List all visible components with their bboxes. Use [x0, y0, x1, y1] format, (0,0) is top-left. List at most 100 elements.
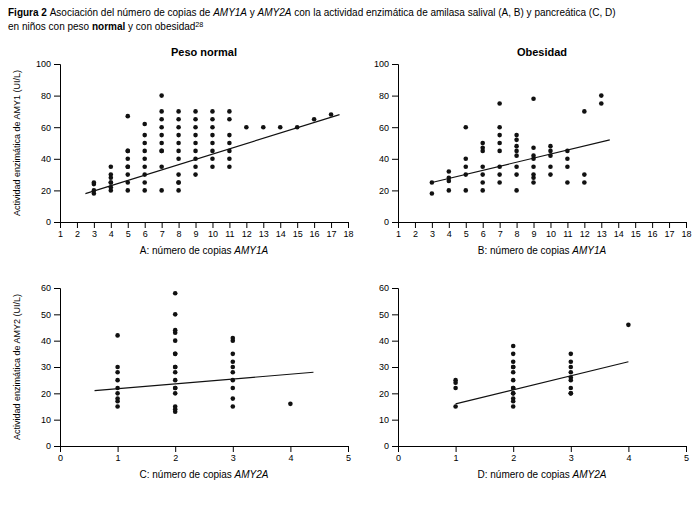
x-tick-mark	[229, 222, 230, 228]
point	[109, 180, 114, 185]
x-tick: 15	[631, 222, 641, 239]
x-tick-label: 17	[327, 229, 337, 239]
panel-title: Peso normal	[171, 46, 237, 58]
point	[231, 404, 236, 409]
point	[176, 172, 181, 177]
y-tick-label: 100	[36, 59, 51, 69]
point	[565, 164, 570, 169]
x-tick: 3	[569, 446, 574, 463]
point	[511, 391, 516, 396]
x-tick-label: 1	[396, 229, 401, 239]
x-tick-label: 11	[563, 229, 572, 239]
y-tick-label: 60	[41, 123, 51, 133]
y-axis: 020406080100	[374, 59, 399, 227]
x-tick-mark	[415, 222, 416, 228]
point	[569, 359, 574, 364]
point	[115, 404, 120, 409]
y-tick-label: 10	[41, 415, 51, 425]
y-tick-label: 20	[379, 389, 389, 399]
point	[142, 157, 147, 162]
y-tick: 40	[41, 336, 60, 346]
point	[176, 188, 181, 193]
x-tick: 9	[532, 222, 537, 239]
point	[176, 180, 181, 185]
caption-run: con la actividad enzimática de amilasa s…	[292, 7, 616, 18]
x-tick: 18	[343, 222, 353, 239]
x-axis-title-part: AMY2A	[572, 469, 607, 480]
y-tick-mark	[392, 314, 398, 315]
y-axis: 0102030405060	[379, 283, 399, 451]
x-tick: 8	[515, 222, 520, 239]
point	[227, 109, 232, 114]
point	[159, 93, 164, 98]
y-tick: 30	[41, 362, 60, 372]
x-tick: 18	[681, 222, 691, 239]
y-tick-mark	[54, 159, 60, 160]
y-tick-label: 0	[384, 441, 389, 451]
x-tick: 1	[454, 446, 459, 463]
point	[176, 141, 181, 146]
x-tick-label: 9	[532, 229, 537, 239]
point	[497, 133, 502, 138]
y-tick: 20	[41, 186, 60, 196]
marks	[85, 93, 339, 196]
x-tick-label: 5	[464, 229, 469, 239]
y-tick-label: 50	[379, 310, 389, 320]
point	[480, 180, 485, 185]
x-tick-mark	[571, 446, 572, 452]
x-tick: 14	[614, 222, 624, 239]
x-axis-line	[399, 223, 687, 229]
point	[115, 391, 120, 396]
point	[115, 365, 120, 370]
x-tick: 4	[447, 222, 452, 239]
y-tick: 20	[41, 389, 60, 399]
y-tick-label: 20	[379, 186, 389, 196]
x-tick: 5	[346, 446, 351, 463]
x-tick: 1	[116, 446, 121, 463]
point	[210, 157, 215, 162]
point	[125, 149, 130, 154]
panel: 123456789101112131415161718020406080100P…	[12, 46, 354, 256]
point	[531, 164, 536, 169]
y-tick: 60	[379, 123, 398, 133]
y-tick-label: 60	[41, 283, 51, 293]
point	[463, 157, 468, 162]
point	[176, 117, 181, 122]
point	[531, 180, 536, 185]
point	[193, 133, 198, 138]
point	[548, 164, 553, 169]
x-tick: 2	[173, 446, 178, 463]
point	[159, 109, 164, 114]
x-tick-mark	[432, 222, 433, 228]
point	[173, 370, 178, 375]
point	[548, 144, 553, 149]
x-tick-label: 0	[396, 453, 401, 463]
x-axis: 012345	[58, 446, 351, 463]
caption-run: Asociación del número de copias de	[50, 7, 213, 18]
marks	[95, 291, 314, 414]
point	[497, 172, 502, 177]
y-tick: 0	[384, 441, 398, 451]
x-tick: 5	[684, 446, 689, 463]
x-tick-mark	[669, 222, 670, 228]
marks	[430, 93, 610, 196]
point	[173, 330, 178, 335]
caption-run: y con obesidad	[125, 21, 195, 32]
point	[497, 180, 502, 185]
point	[231, 396, 236, 401]
point	[125, 172, 130, 177]
x-tick-label: 18	[343, 229, 353, 239]
x-tick-label: 18	[681, 229, 691, 239]
point	[548, 172, 553, 177]
caption-run: AMY1A	[212, 7, 247, 18]
point	[173, 365, 178, 370]
x-tick-mark	[111, 222, 112, 228]
point	[173, 352, 178, 357]
caption-line: Figura 2 Asociación del número de copias…	[8, 7, 616, 18]
point	[582, 109, 587, 114]
x-tick-mark	[233, 446, 234, 452]
point	[497, 149, 502, 154]
y-tick-label: 0	[46, 441, 51, 451]
x-tick-label: 1	[116, 453, 121, 463]
point	[511, 378, 516, 383]
